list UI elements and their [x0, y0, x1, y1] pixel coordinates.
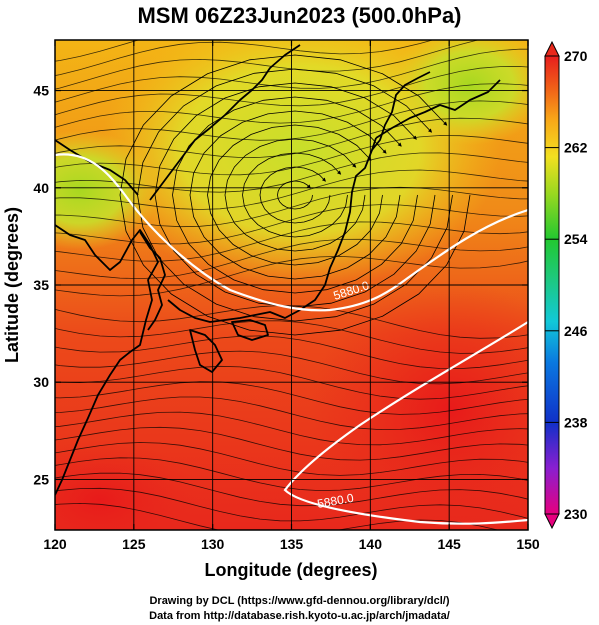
colorbar-top-arrow	[544, 40, 560, 57]
streamline	[189, 110, 401, 280]
y-tick-label: 45	[33, 83, 49, 99]
geopotential-contours	[55, 153, 528, 525]
streamline	[55, 83, 528, 128]
credit-data: Data from http://database.rish.kyoto-u.a…	[149, 610, 450, 622]
colorbar-bar	[544, 55, 560, 515]
streamline	[55, 40, 480, 90]
y-axis-label: Latitude (degrees)	[2, 207, 22, 363]
streamline	[55, 40, 140, 62]
streamline	[55, 457, 528, 492]
y-tick-label: 40	[33, 180, 49, 196]
streamline	[55, 238, 528, 280]
colorbar-tick-label: 230	[564, 506, 588, 522]
y-tick-label: 35	[33, 277, 49, 293]
colorbar-tick-label: 262	[564, 140, 588, 156]
contour-label-lower: 5880.0	[316, 491, 355, 511]
x-tick-label: 135	[280, 536, 304, 552]
streamline	[154, 82, 436, 308]
streamline	[55, 186, 528, 228]
streamline	[55, 381, 528, 415]
x-tick-label: 145	[437, 536, 461, 552]
streamline	[55, 169, 528, 210]
streamline	[55, 365, 528, 400]
streamline	[55, 472, 528, 507]
plot-area: 5880.0 5880.0	[55, 40, 528, 530]
streamline	[55, 502, 500, 530]
y-axis: 25 30 35 40 45	[33, 83, 528, 487]
colorbar-tick-label: 246	[564, 323, 588, 339]
streamline	[55, 305, 528, 339]
colorbar-tick-label: 238	[564, 414, 588, 430]
x-axis: 120 125 130 135 140 145 150	[43, 40, 540, 552]
streamline	[55, 396, 528, 431]
streamline	[55, 320, 528, 354]
map-title: MSM 06Z23Jun2023 (500.0hPa)	[137, 3, 461, 28]
colorbar: 270 262 254 246 238 230	[544, 40, 588, 530]
x-tick-label: 150	[516, 536, 540, 552]
streamline	[119, 54, 471, 336]
x-tick-label: 130	[201, 536, 225, 552]
streamline	[207, 124, 383, 266]
streamline	[55, 350, 528, 385]
y-tick-label: 25	[33, 471, 49, 487]
x-tick-label: 120	[43, 536, 67, 552]
streamline	[55, 117, 528, 158]
x-tick-label: 140	[359, 536, 383, 552]
y-tick-label: 30	[33, 374, 49, 390]
streamline	[55, 135, 528, 176]
streamline	[172, 96, 418, 294]
streamlines	[55, 40, 528, 530]
streamline	[55, 442, 528, 476]
coastlines	[55, 44, 501, 496]
streamline	[55, 204, 528, 245]
streamline	[55, 221, 528, 262]
graticule	[55, 40, 528, 530]
streamline	[55, 411, 528, 446]
streamline	[55, 487, 528, 522]
streamline	[55, 426, 528, 461]
streamline	[55, 40, 434, 76]
streamline	[55, 48, 528, 103]
streamline	[55, 255, 528, 297]
x-tick-label: 125	[122, 536, 146, 552]
streamline	[224, 138, 366, 252]
credit-drawing: Drawing by DCL (https://www.gfd-dennou.o…	[149, 595, 450, 607]
colorbar-tick-label: 254	[564, 231, 588, 247]
colorbar-tick-label: 270	[564, 48, 588, 64]
streamline	[55, 335, 528, 370]
colorbar-bottom-arrow	[544, 513, 560, 530]
streamline	[55, 100, 528, 141]
colorbar-ticks: 270 262 254 246 238 230	[545, 48, 588, 522]
x-axis-label: Longitude (degrees)	[204, 560, 377, 580]
streamline	[55, 152, 528, 193]
streamline	[55, 66, 528, 116]
